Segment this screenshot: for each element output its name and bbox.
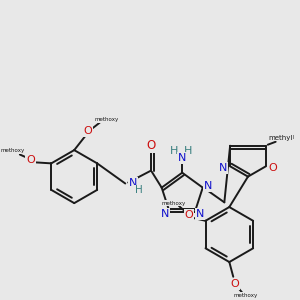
Text: N: N [178, 153, 186, 163]
Text: O: O [84, 127, 92, 136]
Text: methoxy: methoxy [1, 148, 25, 153]
Text: methoxy: methoxy [234, 293, 258, 298]
Text: N: N [196, 209, 204, 219]
Text: methoxy: methoxy [94, 117, 119, 122]
Text: N: N [129, 178, 138, 188]
Text: H: H [170, 146, 178, 156]
Text: N: N [219, 163, 227, 173]
Text: O: O [146, 139, 155, 152]
Text: O: O [184, 210, 193, 220]
Text: methoxy: methoxy [161, 201, 185, 206]
Text: H: H [184, 146, 192, 156]
Text: O: O [268, 163, 277, 173]
Text: methyl: methyl [268, 135, 293, 141]
Text: O: O [26, 155, 35, 165]
Text: H: H [135, 185, 143, 195]
Text: O: O [231, 279, 240, 289]
Text: methyl: methyl [272, 135, 295, 140]
Text: N: N [160, 209, 169, 219]
Text: N: N [203, 181, 212, 191]
